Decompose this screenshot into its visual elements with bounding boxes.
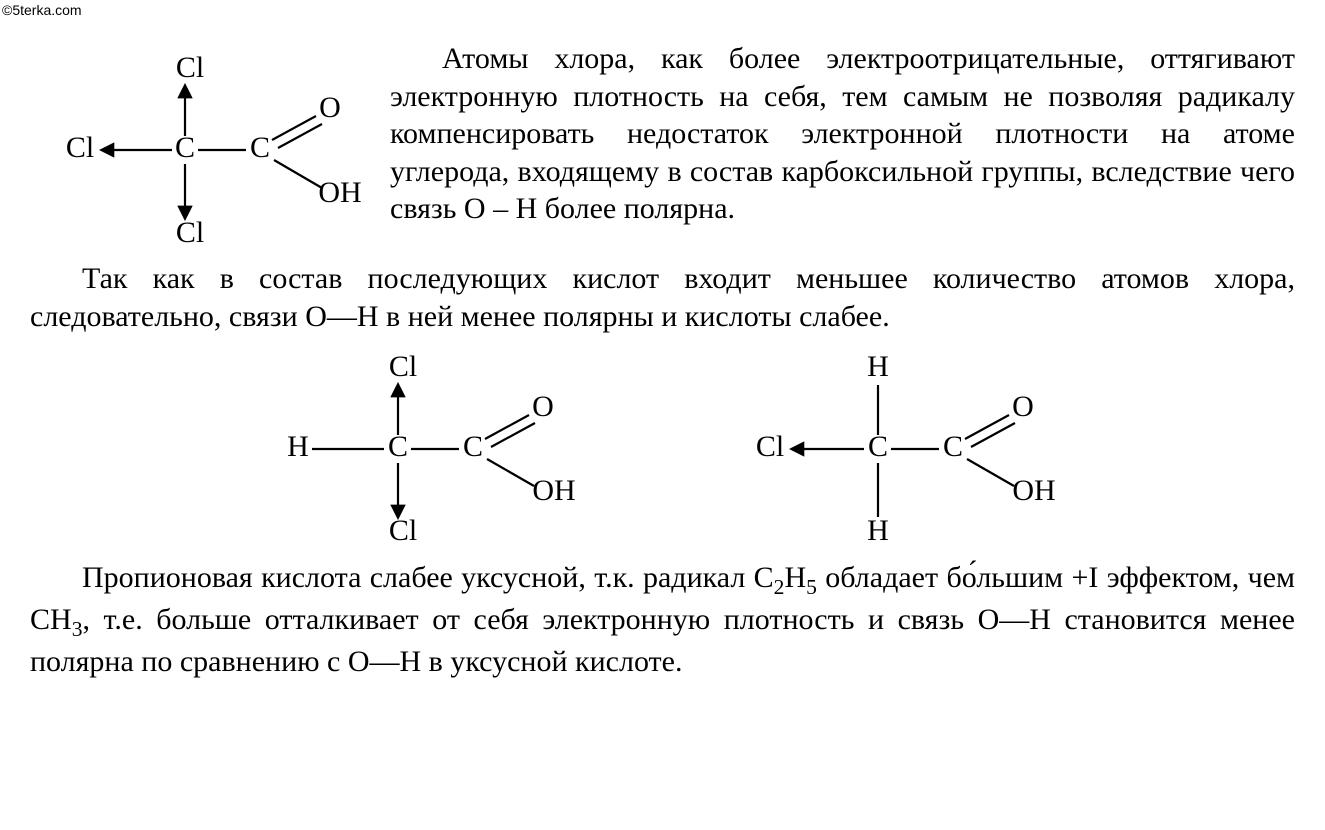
structure-dichloroacetic: Cl H Cl C C O OH: [258, 343, 588, 553]
svg-text:C: C: [462, 430, 482, 463]
structure-trichloroacetic: Cl Cl Cl C C O OH: [30, 40, 390, 260]
top-block: Cl Cl Cl C C O OH: [30, 40, 1295, 260]
page-content: Cl Cl Cl C C O OH: [30, 40, 1295, 688]
p3-sub-3: 3: [72, 617, 83, 641]
svg-text:Cl: Cl: [388, 514, 416, 547]
svg-text:H: H: [867, 350, 889, 383]
svg-text:C: C: [942, 430, 962, 463]
svg-text:Cl: Cl: [388, 350, 416, 383]
svg-text:OH: OH: [318, 176, 361, 209]
svg-text:Cl: Cl: [755, 430, 783, 463]
svg-text:Cl: Cl: [66, 131, 94, 164]
svg-text:OH: OH: [1012, 474, 1055, 507]
svg-text:H: H: [287, 430, 309, 463]
watermark-text: ©5terka.com: [2, 2, 82, 18]
p3-text-b: H: [784, 561, 806, 594]
svg-text:O: O: [1012, 390, 1034, 423]
svg-text:O: O: [319, 91, 341, 124]
paragraph-3: Пропионовая кислота слабее уксусной, т.к…: [30, 559, 1295, 680]
svg-text:H: H: [867, 514, 889, 547]
paragraph-1-wrapper: Атомы хлора, как более электроотрицатель…: [390, 40, 1295, 236]
structures-row: Cl H Cl C C O OH: [30, 343, 1295, 553]
p3-text-a: Пропионовая кислота слабее уксусной, т.к…: [82, 561, 774, 594]
svg-text:Cl: Cl: [176, 51, 204, 84]
structure-monochloroacetic: H Cl H C C O OH: [728, 343, 1068, 553]
p3-sub-1: 2: [774, 575, 785, 599]
p3-text-d: , т.е. больше отталкивает от себя электр…: [30, 603, 1295, 678]
svg-text:Cl: Cl: [176, 216, 204, 249]
paragraph-2: Так как в состав последующих кислот вход…: [30, 260, 1295, 335]
p3-sub-2: 5: [806, 575, 817, 599]
paragraph-1: Атомы хлора, как более электроотрицатель…: [390, 40, 1295, 228]
svg-text:O: O: [532, 390, 554, 423]
svg-text:C: C: [250, 131, 270, 164]
svg-text:OH: OH: [532, 474, 575, 507]
